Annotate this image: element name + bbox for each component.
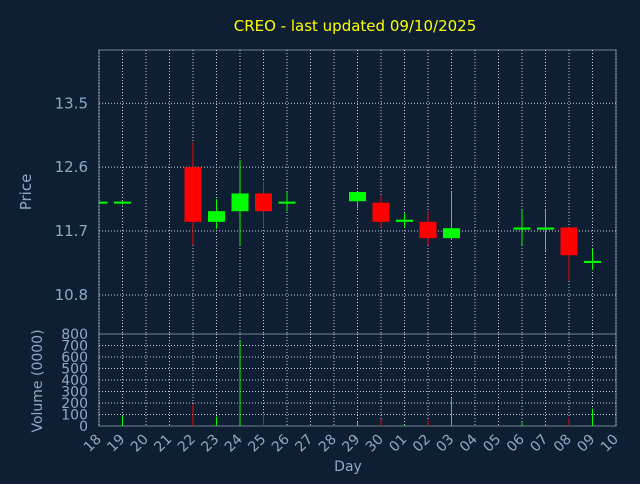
x-tick-label: 20 — [128, 432, 152, 456]
volume-tick-label: 700 — [61, 339, 88, 355]
price-tick-label: 12.6 — [55, 158, 88, 176]
candle-body — [419, 221, 437, 239]
volume-tick-label: 800 — [61, 327, 88, 343]
volume-tick-label: 600 — [61, 350, 88, 366]
x-tick-label: 09 — [574, 432, 598, 456]
price-panel: 10.8 11.7 12.6 13.5 — [55, 49, 617, 335]
x-tick-label: 06 — [504, 431, 528, 455]
x-tick-label: 28 — [316, 432, 340, 456]
candle-body — [349, 192, 366, 202]
price-tick-label: 13.5 — [55, 94, 88, 112]
volume-tick-label: 0 — [79, 419, 88, 435]
x-tick-label: 08 — [551, 432, 575, 456]
x-tick-label: 19 — [104, 432, 128, 456]
volume-tick-label: 400 — [61, 373, 88, 389]
x-tick-label: 02 — [410, 432, 434, 456]
candle-body — [443, 228, 460, 239]
x-tick-label: 05 — [480, 432, 504, 456]
price-axis-label: Price — [17, 174, 35, 211]
candle-body — [396, 219, 413, 222]
x-tick-label: 10 — [598, 432, 622, 456]
candle-body — [372, 202, 390, 222]
candle-body — [184, 167, 202, 222]
x-tick-label: 26 — [269, 431, 293, 455]
candle-body — [208, 211, 225, 222]
x-tick-label: 29 — [339, 432, 363, 456]
candle-body — [231, 193, 249, 212]
chart-title: CREO - last updated 09/10/2025 — [234, 17, 477, 35]
volume-axis-label: Volume (0000) — [30, 329, 46, 432]
candle-body — [537, 227, 554, 230]
x-tick-label: 30 — [363, 432, 387, 456]
x-tick-label: 25 — [245, 432, 269, 456]
candle-body — [584, 260, 601, 263]
x-tick-label: 07 — [527, 432, 551, 456]
price-tick-label: 10.8 — [55, 286, 88, 304]
x-tick-label: 03 — [433, 432, 457, 456]
x-axis-ticks: 18 19 20 21 22 23 24 25 26 27 28 29 30 01 02 03 04 05 06 07… — [81, 431, 622, 455]
volume-tick-label: 200 — [61, 396, 88, 412]
x-tick-label: 24 — [222, 431, 246, 455]
volume-tick-label: 300 — [61, 385, 88, 401]
price-tick-label: 11.7 — [55, 222, 88, 240]
x-tick-label: 22 — [175, 432, 199, 456]
x-tick-label: 21 — [151, 432, 175, 456]
volume-tick-label: 100 — [61, 408, 88, 424]
x-tick-label: 04 — [457, 431, 481, 455]
x-tick-label: 23 — [198, 432, 222, 456]
candle-body — [255, 193, 272, 212]
volume-tick-label: 500 — [61, 362, 88, 378]
x-axis-label: Day — [334, 459, 362, 475]
candle-body — [513, 227, 531, 230]
candle-body — [560, 227, 578, 256]
x-tick-label: 18 — [81, 432, 105, 456]
x-tick-label: 27 — [292, 432, 316, 456]
x-tick-label: 01 — [386, 432, 410, 456]
